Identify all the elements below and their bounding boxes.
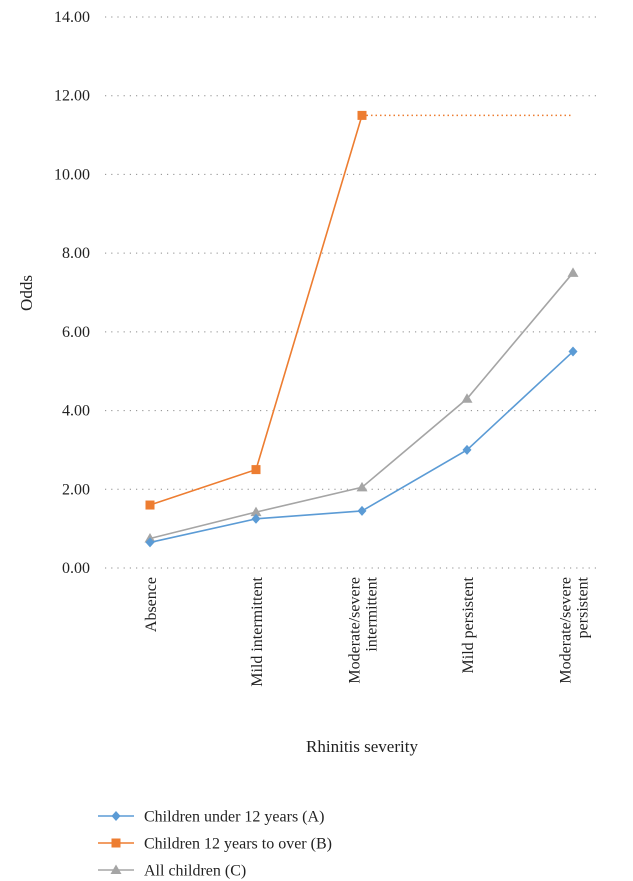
y-tick-label: 0.00 — [62, 560, 90, 577]
x-tick-label: persistent — [575, 576, 592, 638]
legend-label: All children (C) — [144, 863, 246, 880]
x-tick-label: Absence — [143, 577, 160, 632]
data-point-marker — [145, 537, 155, 548]
x-tick-label: Moderate/severe — [558, 577, 575, 684]
x-tick-label: intermittent — [364, 576, 381, 651]
legend-marker — [111, 838, 121, 848]
y-axis-title: Odds — [17, 275, 36, 311]
series-path — [149, 272, 574, 540]
y-tick-label: 6.00 — [62, 324, 90, 341]
legend-marker — [110, 864, 122, 874]
gridlines — [105, 16, 600, 569]
x-axis-title: Rhinitis severity — [306, 737, 418, 756]
series-line-3 — [144, 267, 579, 543]
data-point-marker — [462, 444, 472, 455]
data-point-marker — [250, 506, 262, 517]
data-point-marker — [145, 500, 155, 510]
data-point-marker — [567, 267, 579, 277]
y-tick-label: 4.00 — [62, 403, 90, 420]
legend-item: Children 12 years to over (B) — [98, 836, 332, 853]
data-point-marker — [251, 513, 261, 524]
y-tick-label: 8.00 — [62, 245, 90, 262]
legend-item: All children (C) — [98, 863, 246, 880]
legend-item: Children under 12 years (A) — [98, 809, 324, 826]
y-tick-label: 2.00 — [62, 481, 90, 498]
y-tick-labels: 0.00 2.00 4.00 6.00 8.00 10.00 12.00 14.00 — [54, 9, 90, 577]
data-point-marker — [357, 505, 367, 516]
legend: Children under 12 years (A) Children 12 y… — [98, 809, 332, 880]
data-point-marker — [251, 465, 261, 475]
y-tick-label: 12.00 — [54, 88, 90, 105]
series-path — [149, 115, 363, 506]
series-group — [144, 110, 579, 548]
y-tick-label: 10.00 — [54, 166, 90, 183]
series-line-1 — [145, 346, 578, 548]
data-point-marker — [356, 481, 368, 492]
legend-label: Children under 12 years (A) — [144, 809, 324, 826]
data-point-marker — [461, 393, 473, 403]
x-tick-label: Moderate/severe — [347, 577, 364, 684]
legend-marker — [111, 811, 121, 821]
legend-label: Children 12 years to over (B) — [144, 836, 332, 853]
x-tick-label: Mild intermittent — [249, 576, 266, 686]
data-point-marker — [568, 346, 578, 357]
x-tick-labels: Absence Mild intermittent Moderate/severe i… — [143, 576, 592, 686]
data-point-marker — [357, 110, 367, 120]
series-line-2 — [145, 110, 573, 510]
x-tick-label: Mild persistent — [460, 576, 477, 673]
y-tick-label: 14.00 — [54, 9, 90, 26]
